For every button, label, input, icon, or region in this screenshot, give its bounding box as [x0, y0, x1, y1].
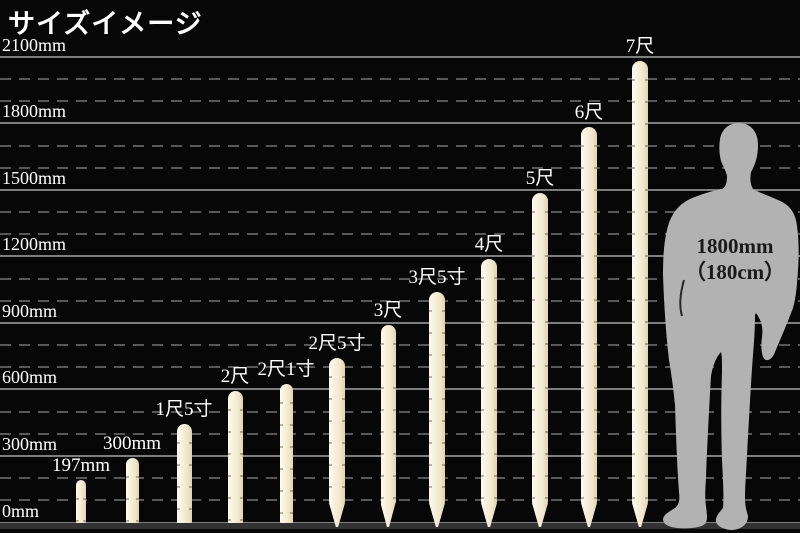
gridline-dashed: [0, 344, 800, 347]
stake-label: 2尺5寸: [308, 332, 366, 354]
gridline-solid: [0, 55, 800, 58]
gridline-dashed: [0, 166, 800, 169]
gridline-dashed: [0, 233, 800, 236]
axis-tick-label: 300mm: [2, 433, 58, 454]
stake-label: 1尺5寸: [155, 398, 213, 420]
axis-tick-label: 1500mm: [2, 167, 67, 188]
person-height-mm: 1800mm: [696, 234, 774, 258]
person-silhouette: [663, 123, 799, 530]
stake-label: 4尺: [474, 233, 504, 255]
page-title: サイズイメージ: [8, 9, 203, 39]
stake-label: 2尺: [220, 365, 250, 387]
baseline-bar: [0, 523, 800, 529]
stake: [176, 423, 192, 523]
gridline-dashed: [0, 100, 800, 103]
person-height-label: 1800mm （180cm）: [668, 233, 800, 285]
stake: [532, 192, 548, 503]
gridline-dashed: [0, 366, 800, 369]
stake-label: 6尺: [574, 101, 604, 123]
axis-tick-label: 2100mm: [2, 34, 67, 55]
stake-label: 5尺: [525, 167, 555, 189]
gridline-dashed: [0, 432, 800, 435]
gridline-dashed: [0, 477, 800, 480]
stake: [380, 324, 396, 503]
stake-label: 3尺: [373, 299, 403, 321]
stake: [76, 480, 86, 523]
gridline-dashed: [0, 144, 800, 147]
gridline-dashed: [0, 78, 800, 81]
axis-tick-label: 1800mm: [2, 101, 67, 122]
stake-label: 300mm: [102, 432, 162, 454]
stake: [125, 457, 139, 523]
gridline-solid: [0, 188, 800, 191]
stake-label: 3尺5寸: [408, 266, 466, 288]
stake: [429, 291, 445, 503]
gridline-dashed: [0, 277, 800, 280]
gridline-solid: [0, 454, 800, 457]
axis-tick-label: 0mm: [2, 500, 40, 521]
stake-label: 197mm: [51, 455, 111, 477]
stake: [329, 357, 345, 503]
gridline-dashed: [0, 410, 800, 413]
gridline-solid: [0, 388, 800, 391]
gridline-dashed: [0, 211, 800, 214]
gridline-solid: [0, 255, 800, 258]
gridline-solid: [0, 122, 800, 125]
gridline-dashed: [0, 299, 800, 302]
axis-tick-label: 900mm: [2, 300, 58, 321]
stake: [581, 126, 597, 503]
stake-label: 2尺1寸: [257, 359, 315, 381]
stake: [279, 384, 293, 523]
gridline-solid: [0, 321, 800, 324]
axis-tick-label: 600mm: [2, 367, 58, 388]
gridline-dashed: [0, 499, 800, 502]
person-height-cm: （180cm）: [684, 260, 786, 284]
stake: [632, 60, 648, 503]
gridline-solid: [0, 521, 800, 524]
axis-tick-label: 1200mm: [2, 234, 67, 255]
stake: [227, 390, 243, 523]
stake-label: 7尺: [625, 35, 655, 57]
stake: [481, 258, 497, 503]
